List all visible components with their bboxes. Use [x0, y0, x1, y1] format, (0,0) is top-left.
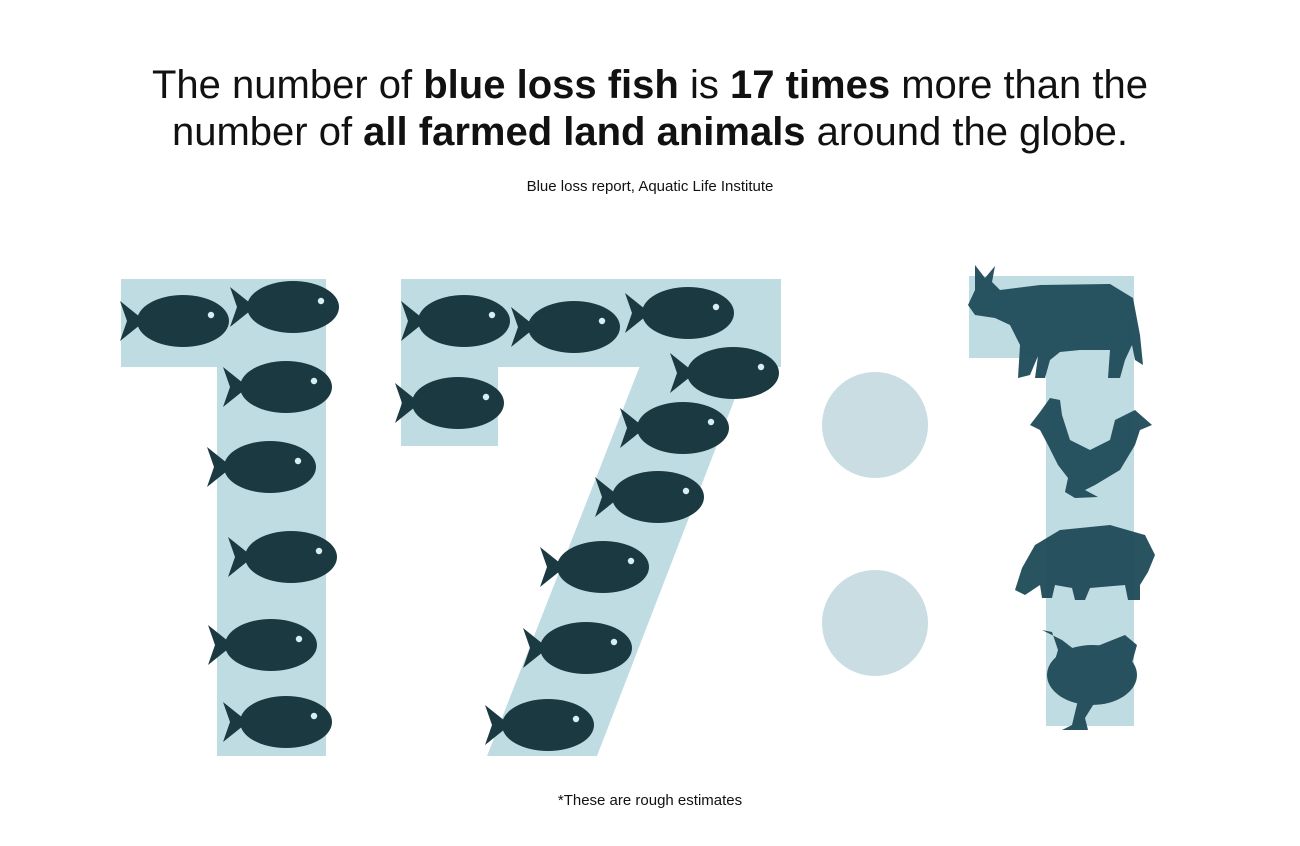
- fish-icon: [401, 295, 510, 347]
- pig-icon: [1015, 525, 1155, 600]
- fish-icon: [540, 541, 649, 593]
- fish-icon: [223, 361, 332, 413]
- rooster-icon: [1030, 398, 1152, 498]
- colon-dot: [822, 570, 928, 676]
- colon-dot: [822, 372, 928, 478]
- footnote: *These are rough estimates: [557, 792, 743, 809]
- fish-icon: [523, 622, 632, 674]
- hen-icon: [1042, 630, 1137, 730]
- fish-icon: [208, 619, 317, 671]
- title-line: The number of blue loss fish is 17 times…: [0, 62, 1300, 109]
- fish-icon: [595, 471, 704, 523]
- title-line: number of all farmed land animals around…: [0, 109, 1300, 156]
- title-emphasis: 17 times: [729, 63, 891, 107]
- title-text: The number of: [151, 63, 424, 107]
- fish-icon: [620, 402, 729, 454]
- cow-icon: [968, 265, 1143, 378]
- title-text: more than the: [890, 63, 1149, 107]
- fish-icon: [120, 295, 229, 347]
- fish-icon: [511, 301, 620, 353]
- fish-icon: [223, 696, 332, 748]
- title: The number of blue loss fish is 17 times…: [0, 62, 1300, 156]
- fish-icons: [120, 281, 779, 751]
- fish-icon: [228, 531, 337, 583]
- title-emphasis: blue loss fish: [423, 63, 679, 107]
- fish-icon: [625, 287, 734, 339]
- title-text: around the globe.: [805, 110, 1129, 154]
- title-emphasis: all farmed land animals: [363, 110, 806, 154]
- title-text: number of: [171, 110, 364, 154]
- fish-icon: [230, 281, 339, 333]
- fish-icon: [395, 377, 504, 429]
- land-animals: [968, 265, 1155, 730]
- source: Blue loss report, Aquatic Life Institute: [526, 178, 774, 195]
- digit-one-stem: [217, 279, 326, 756]
- title-text: is: [678, 63, 730, 107]
- fish-icon: [485, 699, 594, 751]
- fish-icon: [207, 441, 316, 493]
- fish-icon: [670, 347, 779, 399]
